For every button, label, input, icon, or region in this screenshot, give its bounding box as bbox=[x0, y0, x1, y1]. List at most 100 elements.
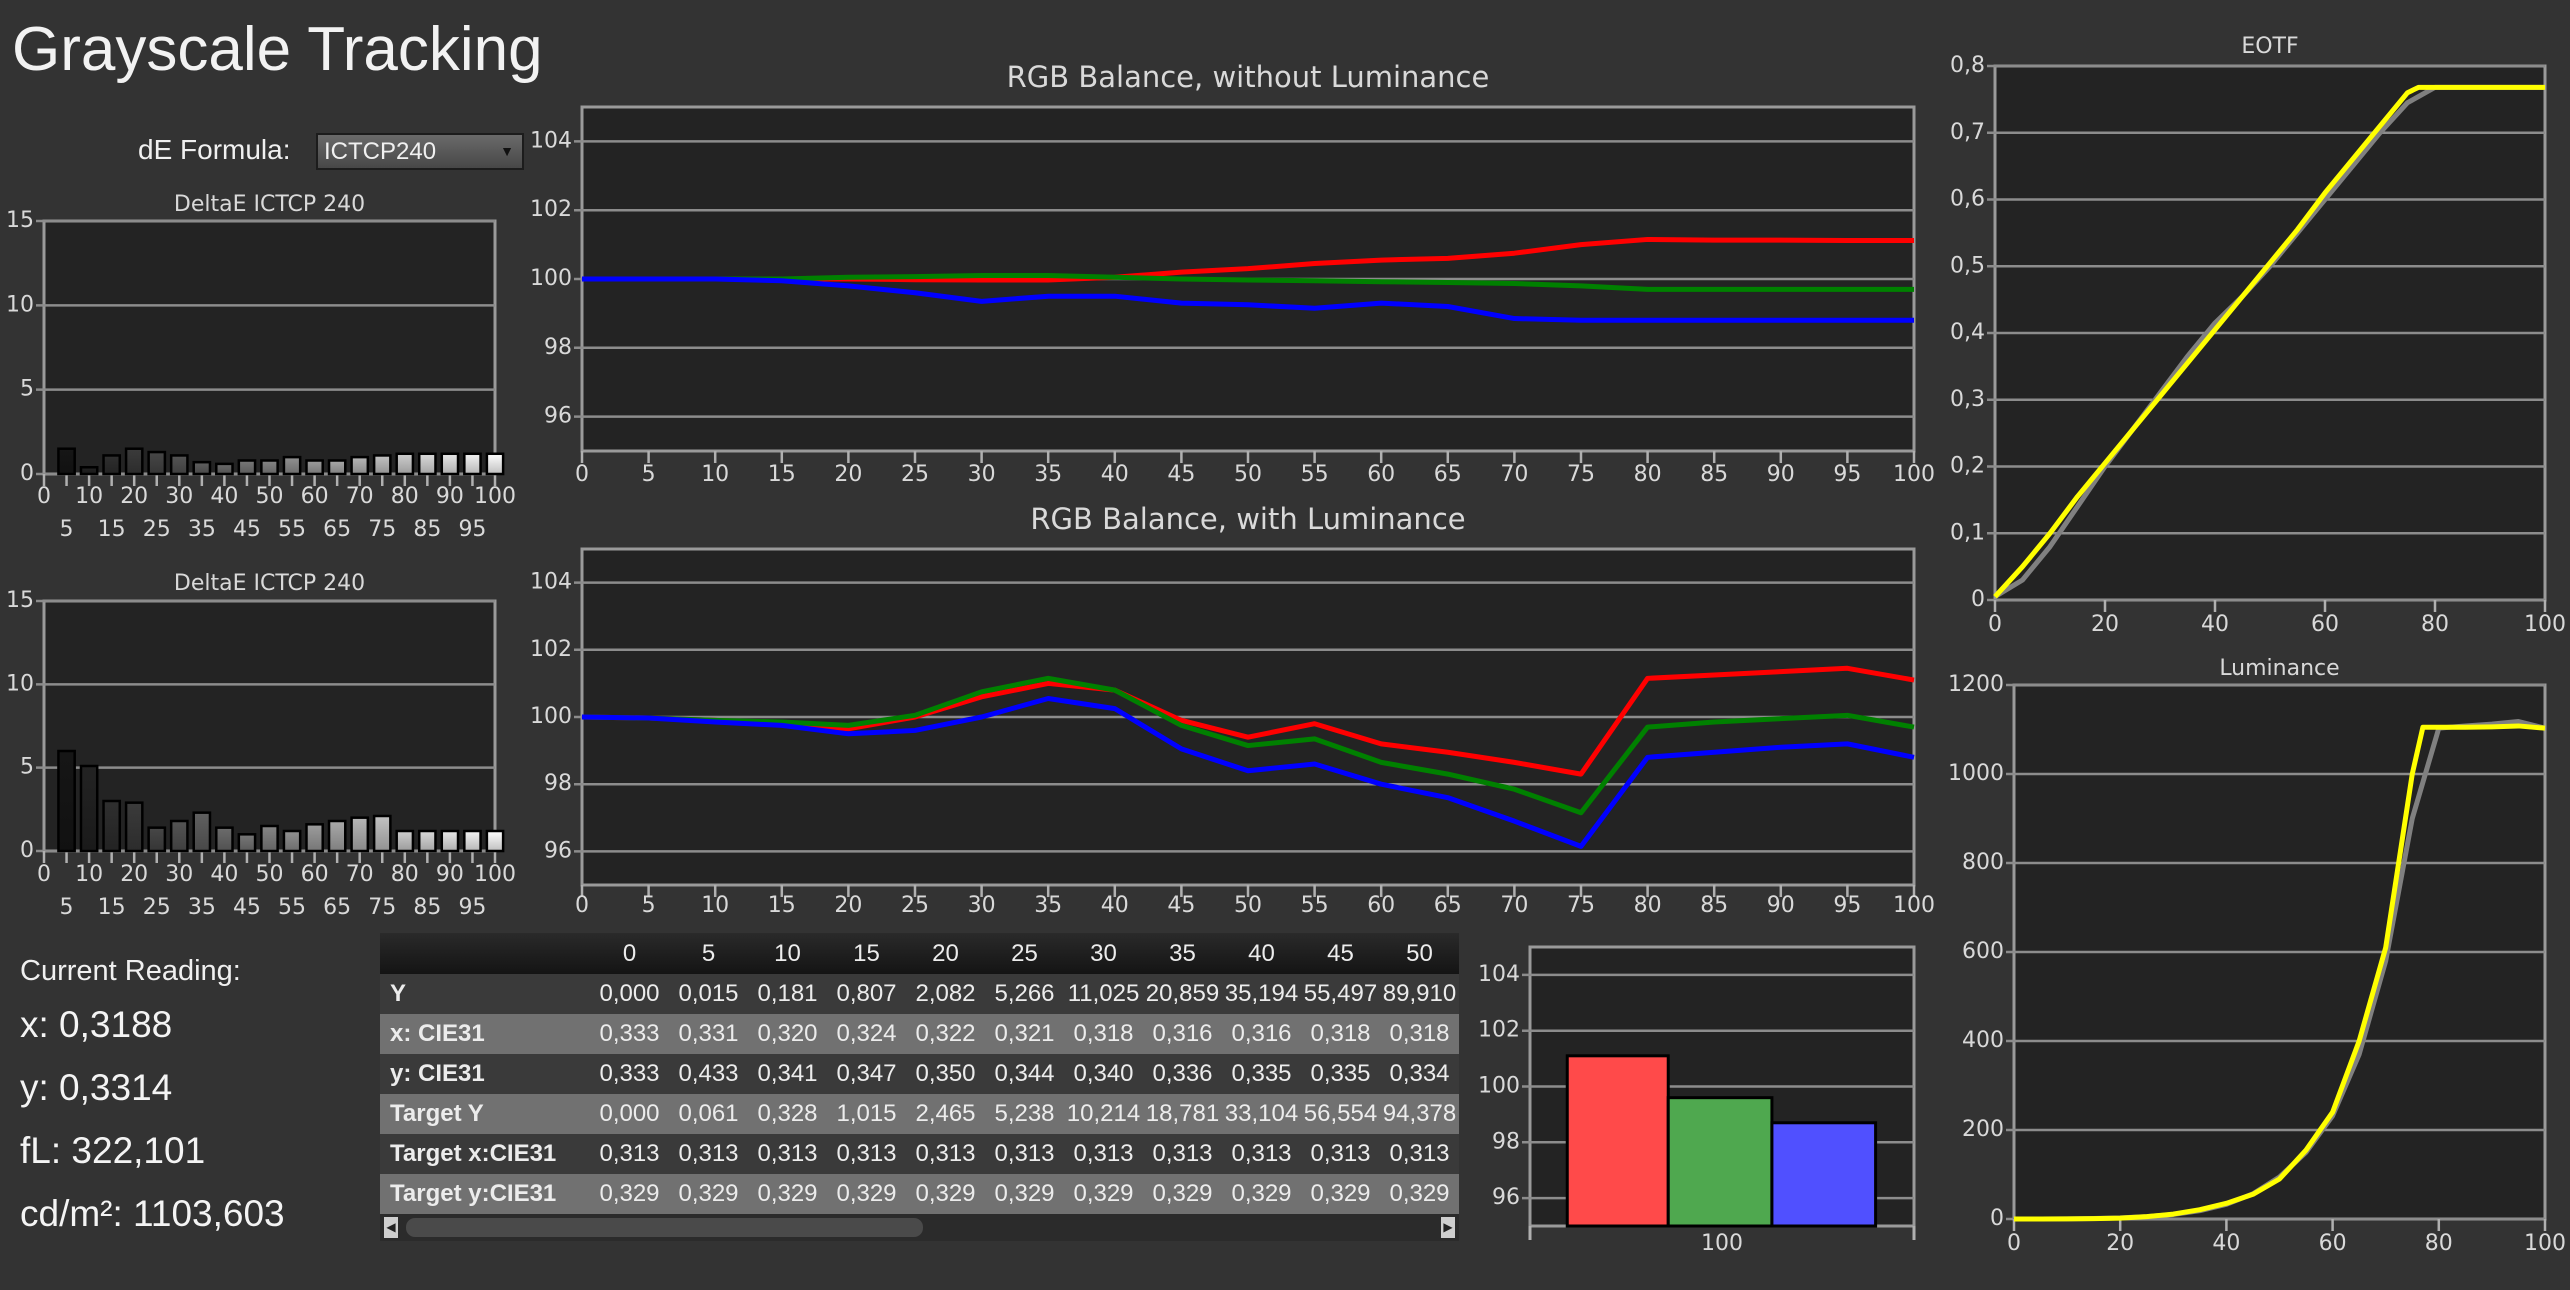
column-header[interactable]: 5 bbox=[701, 939, 716, 967]
table-cell: 0,329 bbox=[994, 1180, 1055, 1207]
x-tick-label: 5 bbox=[642, 462, 656, 487]
table-cell: 0,313 bbox=[678, 1140, 739, 1167]
x-tick-label: 80 bbox=[2421, 612, 2449, 637]
x-tick-label: 100 bbox=[2524, 612, 2566, 637]
scroll-right-icon[interactable]: ▶ bbox=[1441, 1217, 1455, 1238]
table-cell: 89,910 bbox=[1382, 980, 1457, 1007]
x-tick-label: 75 bbox=[368, 517, 396, 542]
column-header[interactable]: 10 bbox=[774, 939, 801, 967]
x-tick-label: 10 bbox=[701, 893, 729, 918]
row-label: Target Y bbox=[390, 1100, 484, 1127]
x-tick-label: 5 bbox=[60, 895, 74, 920]
x-tick-label: 60 bbox=[1367, 893, 1395, 918]
x-tick-label: 5 bbox=[60, 517, 74, 542]
deltae-bar bbox=[102, 799, 122, 853]
column-header[interactable]: 45 bbox=[1327, 939, 1354, 967]
x-tick-label: 85 bbox=[1700, 462, 1728, 487]
x-tick-label: 60 bbox=[2319, 1231, 2347, 1256]
table-cell: 0,344 bbox=[994, 1060, 1055, 1087]
table-cell: 0,313 bbox=[1231, 1140, 1292, 1167]
y-tick-label: 0 bbox=[20, 461, 34, 486]
y-tick-label: 5 bbox=[20, 755, 34, 780]
y-tick-label: 96 bbox=[544, 404, 572, 429]
chart-6: Luminance 0 200 400 600 800 1000 1200 0 20 40 60 80 1… bbox=[1948, 656, 2566, 1256]
y-tick-label: 0,4 bbox=[1950, 320, 1985, 345]
y-tick-label: 0,8 bbox=[1950, 53, 1985, 78]
column-header[interactable]: 35 bbox=[1169, 939, 1196, 967]
table-cell: 0,329 bbox=[1152, 1180, 1213, 1207]
table-cell: 20,859 bbox=[1145, 980, 1220, 1007]
x-tick-label: 40 bbox=[210, 484, 238, 509]
bar-red bbox=[1565, 1054, 1670, 1228]
x-tick-label: 50 bbox=[1234, 893, 1262, 918]
table-cell: 0,329 bbox=[757, 1180, 818, 1207]
x-tick-label: 75 bbox=[1567, 462, 1595, 487]
column-header[interactable]: 50 bbox=[1406, 939, 1433, 967]
x-tick-label: 0 bbox=[2007, 1231, 2021, 1256]
x-tick-label: 5 bbox=[642, 893, 656, 918]
table-cell: 0,335 bbox=[1310, 1060, 1371, 1087]
x-tick-label: 0 bbox=[1988, 612, 2002, 637]
y-tick-label: 0,2 bbox=[1950, 454, 1985, 479]
table-cell: 35,194 bbox=[1224, 980, 1299, 1007]
table-cell: 0,313 bbox=[994, 1140, 1055, 1167]
table-cell: 0,329 bbox=[836, 1180, 897, 1207]
deltae-bar bbox=[350, 455, 370, 476]
table-cell: 0,322 bbox=[915, 1020, 976, 1047]
table-cell: 0,333 bbox=[599, 1020, 660, 1047]
y-tick-label: 600 bbox=[1962, 939, 2004, 964]
column-header[interactable]: 25 bbox=[1011, 939, 1038, 967]
x-tick-label: 15 bbox=[768, 893, 796, 918]
table-cell: 0,341 bbox=[757, 1060, 818, 1087]
x-tick-label: 15 bbox=[98, 895, 126, 920]
x-tick-label: 0 bbox=[37, 862, 51, 887]
column-header[interactable]: 15 bbox=[853, 939, 880, 967]
chart-title: DeltaE ICTCP 240 bbox=[174, 571, 365, 596]
x-tick-label: 15 bbox=[768, 462, 796, 487]
column-header[interactable]: 0 bbox=[622, 939, 637, 967]
chart-title: DeltaE ICTCP 240 bbox=[174, 192, 365, 217]
deltae-bar bbox=[485, 452, 505, 476]
x-tick-label: 80 bbox=[391, 484, 419, 509]
deltae-bar bbox=[282, 829, 302, 853]
scroll-left-icon[interactable]: ◀ bbox=[384, 1217, 398, 1238]
y-tick-label: 98 bbox=[544, 771, 572, 796]
deltae-bar bbox=[57, 749, 76, 853]
x-tick-label: 45 bbox=[1167, 893, 1195, 918]
table-cell: 0,000 bbox=[599, 980, 660, 1007]
table-cell: 1,015 bbox=[836, 1100, 897, 1127]
table-cell: 0,328 bbox=[757, 1100, 818, 1127]
x-tick-label: 90 bbox=[436, 484, 464, 509]
current-reading-panel: Current Reading: x: 0,3188 y: 0,3314 fL:… bbox=[20, 955, 285, 1256]
chart-2: RGB Balance, without Luminance9698100102… bbox=[530, 60, 1935, 487]
y-tick-label: 102 bbox=[530, 197, 572, 222]
x-tick-label: 35 bbox=[188, 895, 216, 920]
x-tick-label: 50 bbox=[256, 484, 284, 509]
scroll-thumb[interactable] bbox=[406, 1218, 923, 1237]
deltae-bar bbox=[102, 454, 122, 476]
reading-fl: fL: 322,101 bbox=[20, 1130, 206, 1171]
series-line-measured bbox=[1993, 84, 2545, 599]
y-tick-label: 1200 bbox=[1948, 672, 2004, 697]
table-cell: 0,336 bbox=[1152, 1060, 1213, 1087]
deltae-bar bbox=[124, 801, 144, 853]
deltae-bar bbox=[124, 447, 144, 476]
table-cell: 0,331 bbox=[678, 1020, 739, 1047]
deltae-bar bbox=[372, 814, 392, 853]
x-tick-label: 75 bbox=[368, 895, 396, 920]
column-header[interactable]: 30 bbox=[1090, 939, 1117, 967]
de-formula-dropdown[interactable]: ICTCP240 ▼ bbox=[316, 133, 524, 170]
x-tick-label: 55 bbox=[1301, 893, 1329, 918]
column-header[interactable]: 40 bbox=[1248, 939, 1275, 967]
deltae-bar bbox=[305, 459, 324, 476]
table-cell: 56,554 bbox=[1303, 1100, 1378, 1127]
x-tick-label: 60 bbox=[2311, 612, 2339, 637]
chevron-down-icon[interactable]: ▼ bbox=[500, 143, 514, 159]
series-line-blue bbox=[582, 276, 1914, 323]
column-header[interactable]: 20 bbox=[932, 939, 959, 967]
y-tick-label: 0,6 bbox=[1950, 187, 1985, 212]
y-tick-label: 15 bbox=[6, 208, 34, 233]
plot-area bbox=[42, 219, 497, 476]
horizontal-scrollbar[interactable]: ◀ ▶ bbox=[380, 1214, 1459, 1241]
